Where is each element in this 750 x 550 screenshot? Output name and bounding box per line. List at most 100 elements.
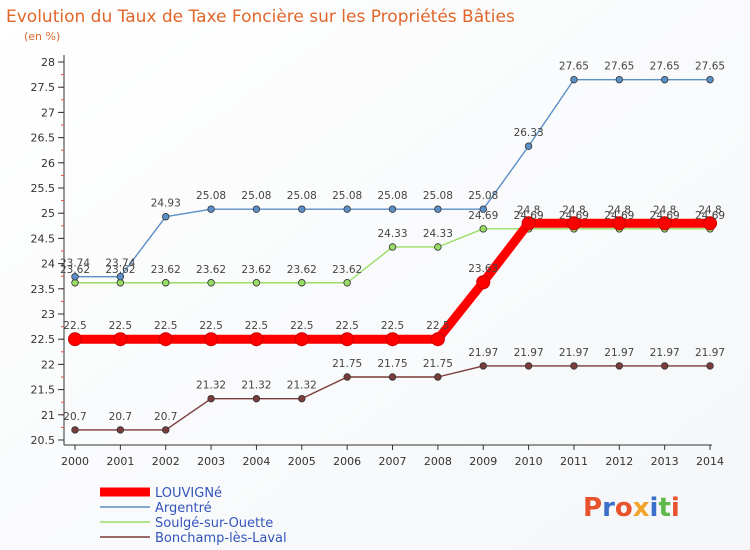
y-tick-label: 20.5 [31,434,56,447]
data-point [476,275,491,290]
x-tick-label: 2001 [106,455,134,468]
data-label: 24.69 [650,210,680,222]
data-label: 24.8 [608,204,631,216]
legend: LOUVIGNéArgentréSoulgé-sur-OuetteBoncham… [100,486,287,546]
x-tick-label: 2005 [288,455,316,468]
data-point [434,373,442,381]
data-label: 20.7 [109,411,132,423]
data-label: 23.62 [105,264,135,276]
data-point [113,332,128,347]
x-tick-label: 2008 [424,455,452,468]
y-tick-label: 25.5 [31,182,56,195]
data-label: 23.62 [241,264,271,276]
y-tick-label: 27 [41,106,55,119]
data-label: 23.62 [60,264,90,276]
logo-letter: i [650,493,659,523]
data-label: 23.63 [468,263,498,275]
data-label: 20.7 [63,411,86,423]
data-label: 25.08 [287,190,317,202]
data-label: 24.69 [604,210,634,222]
data-point [388,373,397,381]
data-point [343,373,351,381]
data-point [615,75,624,84]
data-point [343,279,351,287]
data-label: 21.32 [287,380,317,392]
data-label: 21.75 [423,358,453,370]
logo-letter: t [658,493,670,523]
legend-label: Soulgé-sur-Ouette [155,516,273,531]
data-point [249,332,264,347]
x-tick-label: 2011 [560,455,588,468]
labels-series-3: 20.7 20.7 20.7 21.32 21.32 21.32 21.75 21.75 21.… [63,347,725,423]
data-label: 24.8 [698,204,721,216]
x-tick-label: 2000 [61,455,89,468]
data-point [434,205,442,213]
data-label: 27.65 [559,61,589,73]
data-label: 23.62 [287,264,317,276]
data-point [71,279,79,287]
data-label: 22.5 [426,320,449,332]
data-label: 24.8 [517,204,540,216]
data-label: 25.08 [377,190,407,202]
data-label: 25.08 [196,190,226,202]
data-point [71,426,79,434]
data-label: 23.74 [60,258,90,270]
data-point [298,205,306,213]
data-label: 22.5 [109,320,132,332]
data-point [521,216,536,231]
data-point [252,205,261,213]
data-point [703,216,718,231]
data-point [479,225,487,233]
data-label: 22.5 [245,320,268,332]
y-tick-label: 26.5 [31,132,56,145]
data-point [298,279,306,287]
y-tick-label: 23 [41,308,55,321]
data-point [524,142,533,150]
data-point [388,243,397,251]
data-label: 21.75 [332,358,362,370]
legend-label: LOUVIGNé [155,486,222,501]
data-point [162,426,170,434]
x-tick-label: 2002 [152,455,180,468]
data-label: 21.97 [559,347,589,359]
data-point [68,332,82,347]
x-tick-label: 2004 [242,455,270,468]
data-point [204,332,219,347]
logo-letter: P [583,493,602,523]
data-point [657,216,672,231]
data-label: 21.97 [650,347,680,359]
data-label: 21.75 [377,358,407,370]
data-label: 20.7 [154,411,177,423]
data-label: 23.74 [105,258,135,270]
data-label: 24.69 [695,210,725,222]
data-label: 21.97 [695,347,725,359]
y-tick-label: 24.5 [31,232,56,245]
data-point [343,205,351,213]
data-point [660,75,669,84]
data-point [385,332,400,347]
y-tick-label: 28 [41,56,55,69]
y-tick-label: 26 [41,157,55,170]
data-point [388,205,397,213]
data-label: 24.8 [653,204,676,216]
x-tick-label: 2013 [651,455,679,468]
data-point [479,362,487,370]
labels-series-2: 23.62 23.62 23.62 23.62 23.62 23.62 23.62 24.33… [60,210,725,276]
data-label: 23.62 [196,264,226,276]
data-label: 22.5 [63,320,86,332]
data-point [570,75,578,84]
x-tick-label: 2009 [469,455,497,468]
data-point [524,362,533,370]
data-label: 25.08 [241,190,271,202]
y-tick-label: 21.5 [31,384,56,397]
proxiti-logo-text: Proxiti [583,493,680,523]
data-point [479,205,487,213]
data-point [252,394,261,403]
data-label: 21.97 [468,347,498,359]
series-layer [68,75,718,434]
labels-series-1: 23.74 23.74 24.93 25.08 25.08 25.08 25.08 25.08… [60,61,725,270]
data-point [116,273,125,281]
data-label: 22.5 [154,320,177,332]
